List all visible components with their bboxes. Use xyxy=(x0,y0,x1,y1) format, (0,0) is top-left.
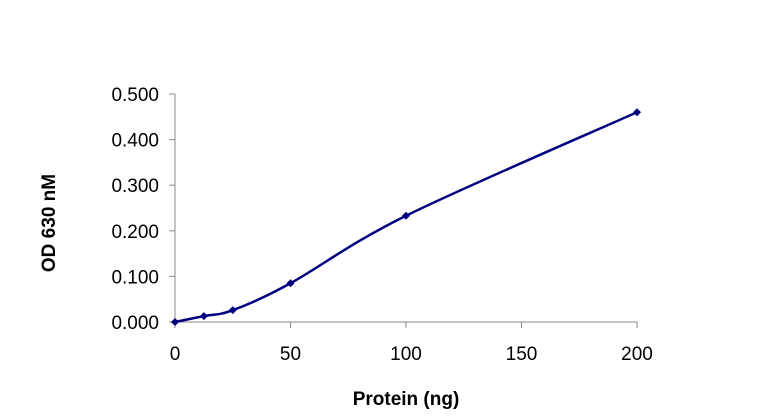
y-tick-label: 0.500 xyxy=(111,85,159,106)
data-point xyxy=(402,211,410,220)
x-tick-label: 200 xyxy=(621,344,653,365)
y-tick-label: 0.400 xyxy=(111,131,159,152)
x-tick-label: 50 xyxy=(280,344,301,365)
data-point xyxy=(228,306,237,315)
y-axis-label: OD 630 nM xyxy=(39,174,60,272)
y-tick-label: 0.100 xyxy=(111,267,159,288)
data-points xyxy=(171,108,641,326)
y-axis-ticks: 0.000 0.100 0.200 0.300 0.400 0.500 xyxy=(111,85,175,334)
y-tick-label: 0.200 xyxy=(111,222,159,243)
x-tick-label: 150 xyxy=(506,344,538,365)
x-tick-label: 0 xyxy=(170,344,181,365)
data-point xyxy=(286,279,295,288)
y-tick-label: 0.300 xyxy=(111,176,159,197)
data-point xyxy=(199,312,208,321)
data-point xyxy=(633,108,641,117)
y-tick-label: 0.000 xyxy=(111,313,159,334)
data-point xyxy=(171,318,179,326)
x-axis-ticks: 0 50 100 150 200 xyxy=(170,322,653,365)
x-tick-label: 100 xyxy=(390,344,422,365)
x-axis-label: Protein (ng) xyxy=(353,389,460,410)
